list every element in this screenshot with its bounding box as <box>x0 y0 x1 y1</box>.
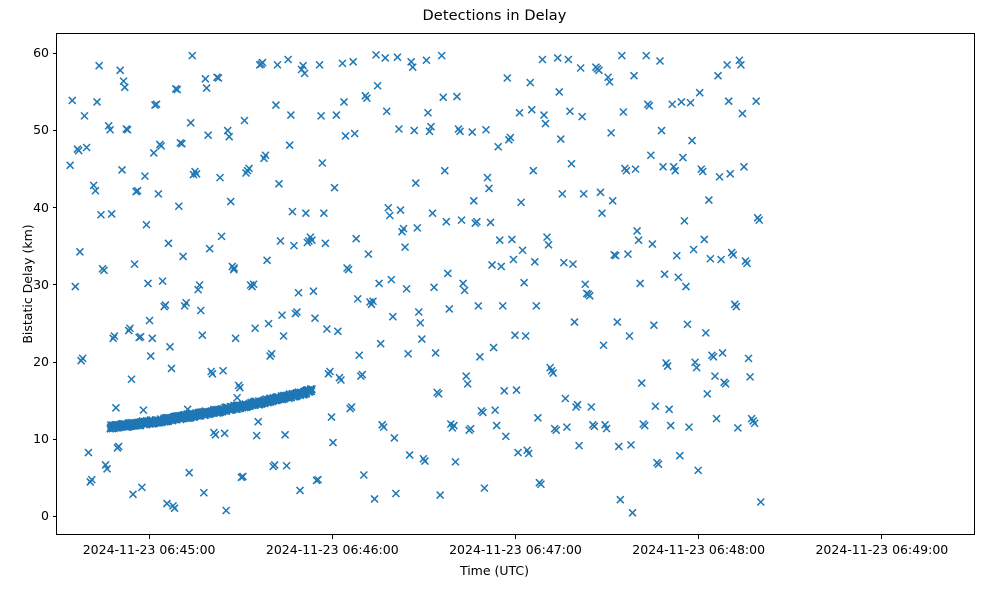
plot-axes <box>56 33 975 535</box>
y-axis-tick-mark <box>52 515 56 518</box>
x-axis-tick-label: 2024-11-23 06:46:00 <box>265 542 399 557</box>
x-axis-tick-label: 2024-11-23 06:45:00 <box>82 542 216 557</box>
y-axis-tick-label: 60 <box>33 45 49 61</box>
x-axis-tick-mark <box>515 535 517 539</box>
x-axis-label: Time (UTC) <box>459 563 530 578</box>
x-axis-tick-label: 2024-11-23 06:48:00 <box>632 542 766 557</box>
y-axis-tick-label: 50 <box>33 122 49 138</box>
x-axis-tick-label: 2024-11-23 06:47:00 <box>449 542 582 557</box>
y-axis-tick-mark <box>52 438 56 440</box>
y-axis-tick-label: 40 <box>33 199 49 215</box>
y-axis-tick-label: 30 <box>33 276 49 292</box>
y-axis-tick-label: 20 <box>33 354 49 369</box>
x-axis-tick-label: 2024-11-23 06:49:00 <box>815 542 949 557</box>
y-axis-label: Bistatic Delay (km) <box>20 224 35 344</box>
y-axis-tick-label: 10 <box>33 431 49 447</box>
page-title: Detections in Delay <box>422 8 567 24</box>
x-axis-tick-mark <box>881 535 883 539</box>
x-axis-tick-mark <box>148 535 150 539</box>
scatter-plot-canvas <box>57 34 974 534</box>
y-axis-tick-mark <box>52 361 56 363</box>
y-axis-tick-mark <box>52 52 56 54</box>
y-axis-tick-label: 0 <box>41 508 49 524</box>
x-axis-tick-mark <box>698 535 700 539</box>
x-axis-tick-mark <box>331 535 333 539</box>
y-axis-tick-mark <box>52 129 56 131</box>
y-axis-tick-mark <box>52 207 56 209</box>
y-axis-tick-mark <box>52 284 56 286</box>
